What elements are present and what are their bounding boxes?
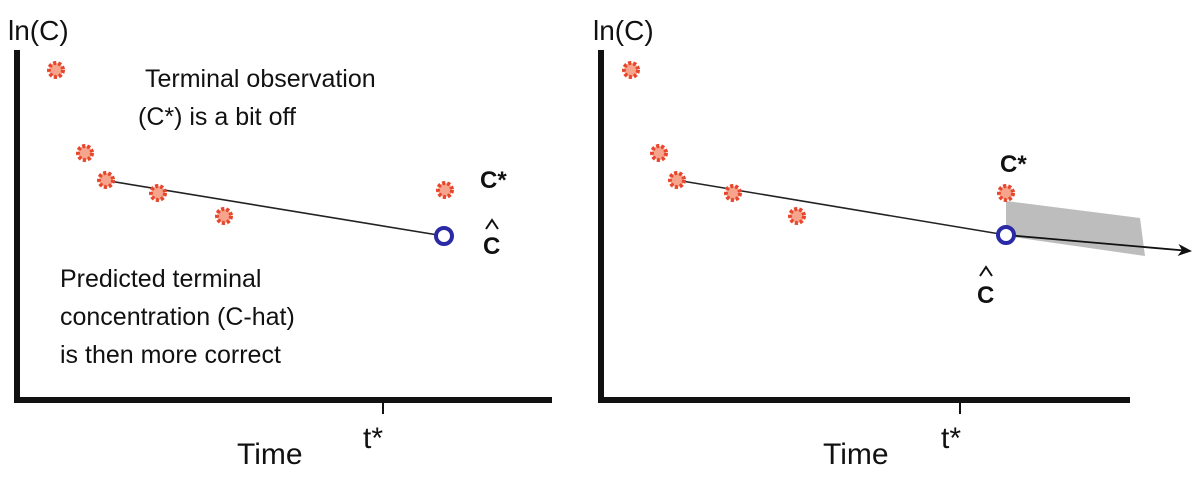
left-tick-label-tstar: t*: [363, 422, 383, 455]
right-extrapolation-arrow: [1005, 234, 1192, 256]
left-annotation-bottom-line-1: Predicted terminal: [60, 265, 261, 293]
right-observed-point: [650, 144, 668, 162]
left-observed-point: [215, 207, 233, 225]
left-y-axis-label: ln(C): [8, 15, 69, 46]
right-observed-point: [622, 61, 640, 79]
left-annotation-top-line-2: (C*) is a bit off: [138, 103, 296, 131]
left-label-chat: C: [483, 233, 500, 260]
left-observed-point: [47, 61, 65, 79]
left-annotation-bottom-line-2: concentration (C-hat): [60, 303, 295, 331]
left-predicted-point-chat: [434, 226, 454, 246]
left-x-axis-label: Time: [237, 438, 303, 471]
right-observed-point: [788, 207, 806, 225]
right-y-axis-label: ln(C): [593, 15, 654, 46]
left-panel: ln(C) Time t* Terminal observation (C*) …: [8, 15, 552, 471]
right-panel: ln(C) Time t* C* C: [593, 15, 1192, 471]
right-predicted-point-chat: [996, 225, 1016, 245]
right-label-chat: C: [977, 282, 994, 309]
right-observed-point: [724, 184, 742, 202]
left-annotation-bottom-line-3: is then more correct: [60, 341, 281, 369]
right-tick-label-tstar: t*: [941, 422, 961, 455]
left-observed-point: [97, 171, 115, 189]
left-annotation-top-line-1: Terminal observation: [145, 65, 376, 93]
right-extrapolated-area: [1006, 201, 1145, 256]
left-label-cstar: C*: [480, 167, 507, 194]
right-hat-mark: [979, 265, 993, 277]
right-x-axis-label: Time: [823, 438, 889, 471]
left-observed-point-cstar: [436, 181, 454, 199]
right-observed-point: [668, 171, 686, 189]
left-observed-point: [76, 144, 94, 162]
left-observed-point: [149, 184, 167, 202]
right-observed-point-cstar: [997, 184, 1015, 202]
left-hat-mark: [485, 218, 499, 230]
right-label-cstar: C*: [1000, 151, 1027, 178]
